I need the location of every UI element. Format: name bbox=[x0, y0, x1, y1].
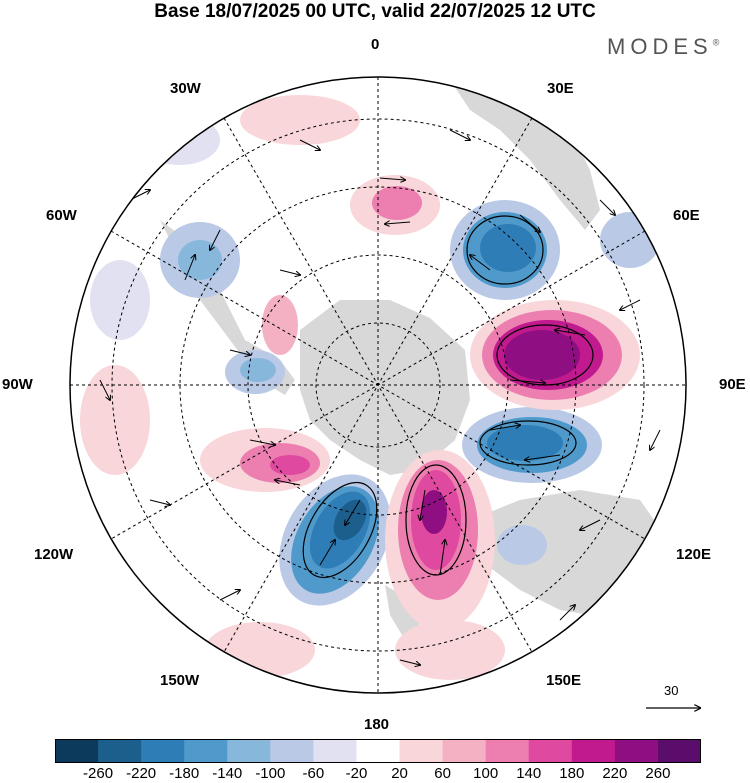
lon-label-30w: 30W bbox=[170, 80, 201, 97]
new-zealand-land bbox=[385, 585, 420, 640]
colorbar-swatch bbox=[442, 739, 487, 763]
colorbar-swatch bbox=[356, 739, 401, 763]
lon-label-150e: 150E bbox=[546, 672, 582, 689]
africa-land bbox=[450, 80, 600, 230]
colorbar-swatch bbox=[55, 739, 99, 763]
colorbar-swatch bbox=[313, 739, 357, 763]
colorbar-tick-label: 220 bbox=[602, 765, 628, 782]
vector-scale-label: 30 bbox=[664, 683, 679, 698]
colorbar bbox=[55, 739, 701, 763]
colorbar-swatch bbox=[270, 739, 314, 763]
colorbar-tick-label: -180 bbox=[169, 765, 200, 782]
lon-label-90e: 90E bbox=[719, 376, 746, 393]
colorbar-swatch bbox=[571, 739, 616, 763]
colorbar-swatch bbox=[227, 739, 271, 763]
lon-label-30e: 30E bbox=[547, 80, 574, 97]
colorbar-swatch bbox=[614, 739, 659, 763]
positive-anomalies bbox=[80, 95, 640, 680]
lon-label-90w: 90W bbox=[2, 376, 33, 393]
contour-lines bbox=[302, 215, 594, 579]
colorbar-swatch bbox=[485, 739, 530, 763]
map-border bbox=[69, 76, 687, 694]
lon-label-150w: 150W bbox=[160, 672, 200, 689]
modes-logo: MODES® bbox=[607, 34, 720, 59]
colorbar-tick-label: 20 bbox=[391, 765, 408, 782]
colorbar-tick-label: -140 bbox=[212, 765, 243, 782]
colorbar-swatch bbox=[141, 739, 185, 763]
wind-vectors bbox=[99, 129, 661, 665]
colorbar-tick-label: -220 bbox=[126, 765, 157, 782]
lon-label-0: 0 bbox=[371, 36, 380, 53]
colorbar-swatch bbox=[98, 739, 142, 763]
colorbar-swatch bbox=[399, 739, 444, 763]
colorbar-tick-label: 140 bbox=[516, 765, 542, 782]
colorbar-swatch bbox=[657, 739, 701, 763]
antarctica-land bbox=[300, 300, 470, 475]
lon-label-120e: 120E bbox=[676, 546, 712, 563]
colorbar-swatch bbox=[184, 739, 228, 763]
colorbar-tick-label: 100 bbox=[473, 765, 499, 782]
colorbar-tick-label: 180 bbox=[559, 765, 585, 782]
colorbar-tick-label: -260 bbox=[83, 765, 114, 782]
lon-label-60e: 60E bbox=[673, 207, 700, 224]
colorbar-tick-label: -100 bbox=[255, 765, 286, 782]
lon-label-60w: 60W bbox=[46, 207, 77, 224]
lon-label-180: 180 bbox=[364, 716, 390, 733]
colorbar-tick-label: -20 bbox=[345, 765, 368, 782]
colorbar-swatch bbox=[528, 739, 573, 763]
graticule bbox=[70, 77, 686, 693]
colorbar-tick-label: 260 bbox=[645, 765, 671, 782]
colorbar-tick-label: 60 bbox=[434, 765, 451, 782]
lon-label-120w: 120W bbox=[34, 546, 74, 563]
chart-title: Base 18/07/2025 00 UTC, valid 22/07/2025… bbox=[154, 1, 596, 22]
colorbar-tick-label: -60 bbox=[302, 765, 325, 782]
